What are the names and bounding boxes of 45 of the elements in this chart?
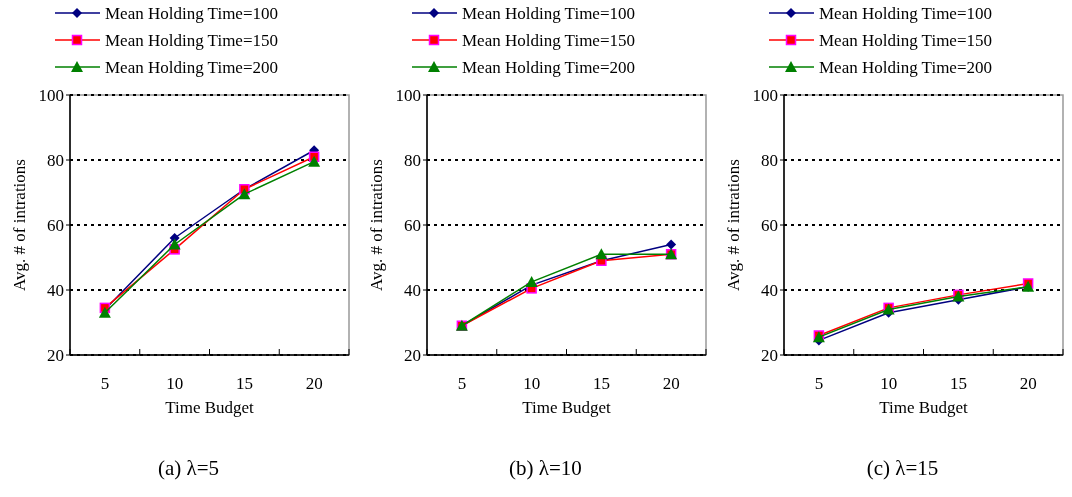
x-tick-label: 5 bbox=[457, 374, 467, 393]
legend-label: Mean Holding Time=100 bbox=[819, 4, 992, 23]
x-tick-label: 10 bbox=[523, 374, 541, 393]
y-axis-title: Avg. # of intrations bbox=[724, 159, 743, 291]
y-tick-label: 40 bbox=[47, 280, 64, 300]
text: (a) λ=5 bbox=[157, 456, 220, 480]
legend-label: Mean Holding Time=200 bbox=[462, 58, 635, 77]
y-tick-label: 40 bbox=[761, 280, 778, 300]
y-tick-label: 80 bbox=[404, 150, 421, 170]
legend-label: Mean Holding Time=150 bbox=[462, 31, 635, 50]
y-tick-label: 20 bbox=[404, 345, 421, 365]
y-tick-label: 20 bbox=[761, 345, 778, 365]
x-axis-title: Time Budget bbox=[165, 398, 255, 417]
x-tick-label: 20 bbox=[662, 374, 680, 393]
y-axis-title: Avg. # of intrations bbox=[367, 159, 386, 291]
x-axis-title: Time Budget bbox=[879, 398, 969, 417]
x-tick-label: 5 bbox=[100, 374, 110, 393]
x-tick-label: 15 bbox=[235, 374, 253, 393]
legend-label: Mean Holding Time=100 bbox=[462, 4, 635, 23]
x-tick-label: 10 bbox=[880, 374, 898, 393]
x-tick-label: 20 bbox=[305, 374, 323, 393]
x-tick-label: 5 bbox=[814, 374, 824, 393]
y-tick-label: 20 bbox=[47, 345, 64, 365]
y-tick-label: 80 bbox=[761, 150, 778, 170]
x-tick-label: 10 bbox=[166, 374, 184, 393]
legend-label: Mean Holding Time=150 bbox=[819, 31, 992, 50]
y-tick-label: 60 bbox=[47, 215, 64, 235]
legend-label: Mean Holding Time=100 bbox=[105, 4, 278, 23]
y-tick-label: 80 bbox=[47, 150, 64, 170]
x-tick-label: 15 bbox=[949, 374, 967, 393]
x-axis-title: Time Budget bbox=[522, 398, 612, 417]
legend-label: Mean Holding Time=200 bbox=[819, 58, 992, 77]
y-tick-label: 40 bbox=[404, 280, 421, 300]
x-tick-label: 20 bbox=[1019, 374, 1037, 393]
text: (b) λ=10 bbox=[509, 456, 582, 480]
y-tick-label: 100 bbox=[752, 85, 778, 105]
y-tick-label: 60 bbox=[761, 215, 778, 235]
y-tick-label: 100 bbox=[38, 85, 64, 105]
x-tick-label: 15 bbox=[592, 374, 610, 393]
y-tick-label: 60 bbox=[404, 215, 421, 235]
legend-label: Mean Holding Time=150 bbox=[105, 31, 278, 50]
y-tick-label: 100 bbox=[395, 85, 421, 105]
text: (c) λ=15 bbox=[866, 456, 939, 480]
legend-label: Mean Holding Time=200 bbox=[105, 58, 278, 77]
y-axis-title: Avg. # of intrations bbox=[10, 159, 29, 291]
